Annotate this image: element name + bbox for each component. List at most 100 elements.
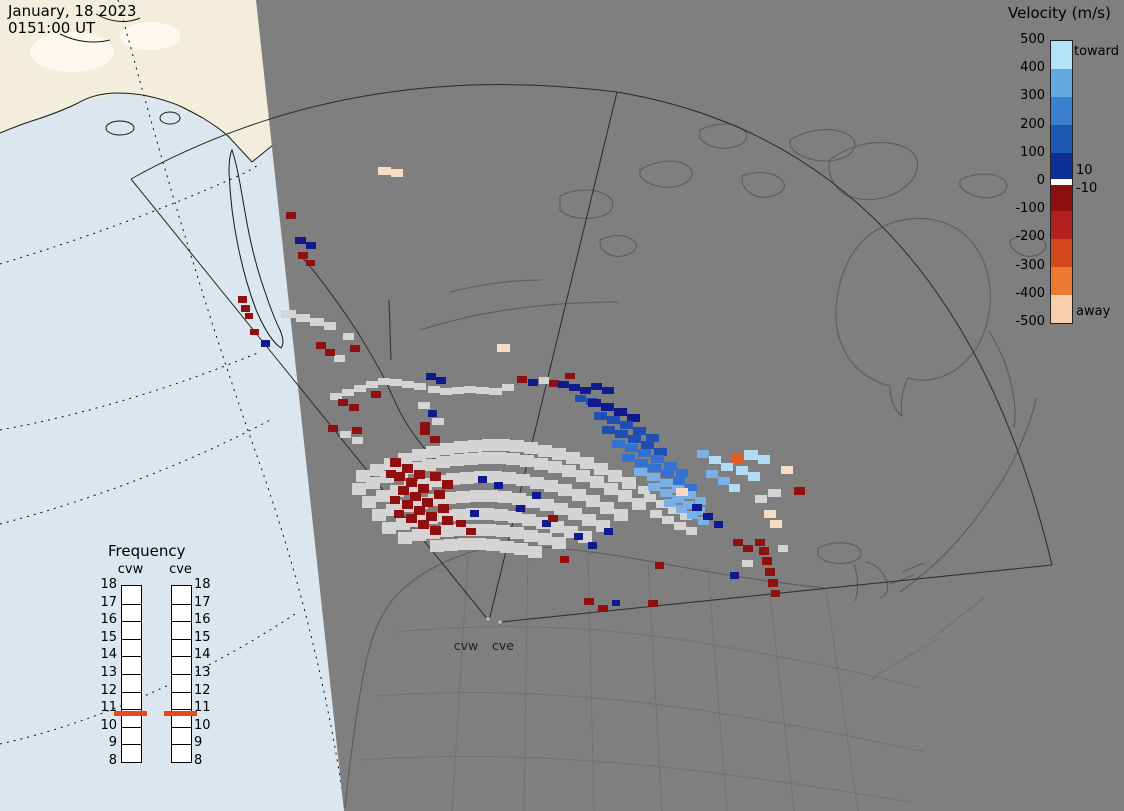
frequency-tick-label: 11: [194, 700, 211, 716]
radar-data-cell: [594, 463, 608, 475]
radar-data-cell: [310, 318, 324, 326]
radar-data-cell: [410, 492, 421, 501]
radar-data-cell: [512, 493, 526, 505]
radar-data-cell: [588, 542, 597, 549]
radar-data-cell: [528, 379, 538, 386]
radar-data-cell: [608, 470, 622, 482]
radar-data-cell: [755, 539, 765, 546]
graticule: [0, 0, 346, 811]
radar-data-cell: [558, 381, 569, 388]
frequency-tick-label: 11: [100, 700, 117, 716]
radar-data-cell: [742, 560, 753, 567]
frequency-tick-label: 14: [194, 647, 211, 663]
radar-data-cell: [644, 494, 656, 502]
radar-data-cell: [662, 516, 674, 524]
velocity-colorbar-segment: [1051, 153, 1072, 179]
radar-data-cell: [430, 540, 444, 552]
radar-data-cell: [349, 404, 359, 411]
radar-data-cell: [452, 509, 466, 521]
frequency-tick-label: 12: [100, 682, 117, 698]
state-borders: [361, 546, 985, 811]
radar-data-cell: [687, 511, 698, 519]
velocity-tick-label: -300: [1015, 257, 1045, 273]
frequency-tick-line: [122, 691, 141, 693]
frequency-tick-line: [122, 726, 141, 728]
radar-data-cell: [402, 500, 413, 509]
radar-data-cell: [580, 457, 594, 469]
radar-data-cell: [794, 487, 805, 495]
frequency-tick-label: 12: [194, 682, 211, 698]
radar-data-cell: [685, 484, 697, 492]
radar-data-cell: [522, 514, 536, 526]
radar-data-cell: [382, 522, 396, 534]
radar-data-cell: [614, 408, 627, 416]
radar-data-cell: [394, 510, 404, 518]
radar-data-cell: [601, 403, 614, 411]
radar-data-cell: [324, 322, 336, 330]
frequency-tick-label: 9: [108, 735, 117, 751]
radar-data-cell: [394, 472, 405, 481]
radar-data-cell: [306, 242, 316, 249]
radar-data-cell: [744, 450, 758, 460]
fov-west-arc: [130, 84, 618, 180]
velocity-tick-label: 500: [1020, 32, 1045, 47]
velocity-colorbar-segment: [1051, 179, 1072, 185]
radar-data-cell: [470, 490, 484, 502]
velocity-colorbar-segment: [1051, 125, 1072, 153]
radar-data-cell: [703, 513, 713, 520]
radar-data-cell: [470, 510, 479, 517]
radar-sites: cvw cve: [454, 616, 514, 653]
radar-data-cell: [602, 387, 614, 394]
radar-data-cell: [464, 453, 478, 465]
radar-data-cell: [488, 471, 502, 483]
radar-data-cell: [684, 491, 696, 499]
radar-data-cell: [680, 512, 692, 520]
radar-data-cell: [566, 452, 580, 464]
velocity-colorbar-segment: [1051, 185, 1072, 211]
velocity-tick-label: 100: [1020, 144, 1045, 160]
frequency-tick-line: [172, 656, 191, 658]
radar-data-cell: [683, 501, 694, 509]
radar-data-cell: [489, 388, 502, 395]
radar-data-cell: [238, 296, 247, 303]
frequency-tick-label: 17: [100, 594, 117, 610]
radar-data-cell: [391, 169, 403, 177]
frequency-tick-label: 15: [100, 629, 117, 645]
radar-data-cell: [549, 380, 559, 387]
velocity-colorbar-segment: [1051, 69, 1072, 97]
radar-data-cell: [414, 506, 425, 515]
timestamp-date: January, 18 2023: [8, 2, 137, 20]
radar-data-cell: [340, 431, 351, 438]
radar-data-cell: [390, 458, 401, 467]
radar-data-cell: [422, 498, 433, 507]
radar-data-cell: [482, 524, 496, 536]
radar-data-cell: [618, 490, 632, 502]
radar-data-cell: [664, 462, 677, 470]
radar-data-cell: [342, 389, 354, 396]
frequency-tick-line: [122, 709, 141, 711]
radar-data-cell: [406, 514, 417, 523]
radar-data-cell: [612, 440, 625, 448]
radar-data-cell: [426, 446, 440, 458]
radar-data-cell: [428, 410, 437, 417]
fov-west-edge: [130, 178, 490, 622]
radar-data-cell: [548, 461, 562, 473]
radar-data-cell: [586, 495, 600, 507]
radar-data-cell: [562, 465, 576, 477]
radar-data-cell: [434, 490, 445, 499]
radar-data-cell: [498, 491, 512, 503]
radar-data-cell: [442, 480, 453, 489]
timestamp-time: 0151:00 UT: [8, 19, 96, 37]
frequency-scale-label: cvw: [117, 562, 144, 577]
radar-data-cell: [422, 459, 436, 471]
radar-data-cell: [466, 528, 476, 535]
radar-data-cell: [494, 482, 503, 489]
radar-data-cell: [729, 484, 740, 492]
radar-data-cell: [452, 387, 464, 394]
velocity-tick-label: 300: [1020, 88, 1045, 104]
radar-data-cell: [554, 503, 568, 515]
radar-data-cell: [764, 510, 776, 518]
radar-data-cell: [532, 492, 541, 499]
radar-data-cell: [334, 355, 345, 362]
